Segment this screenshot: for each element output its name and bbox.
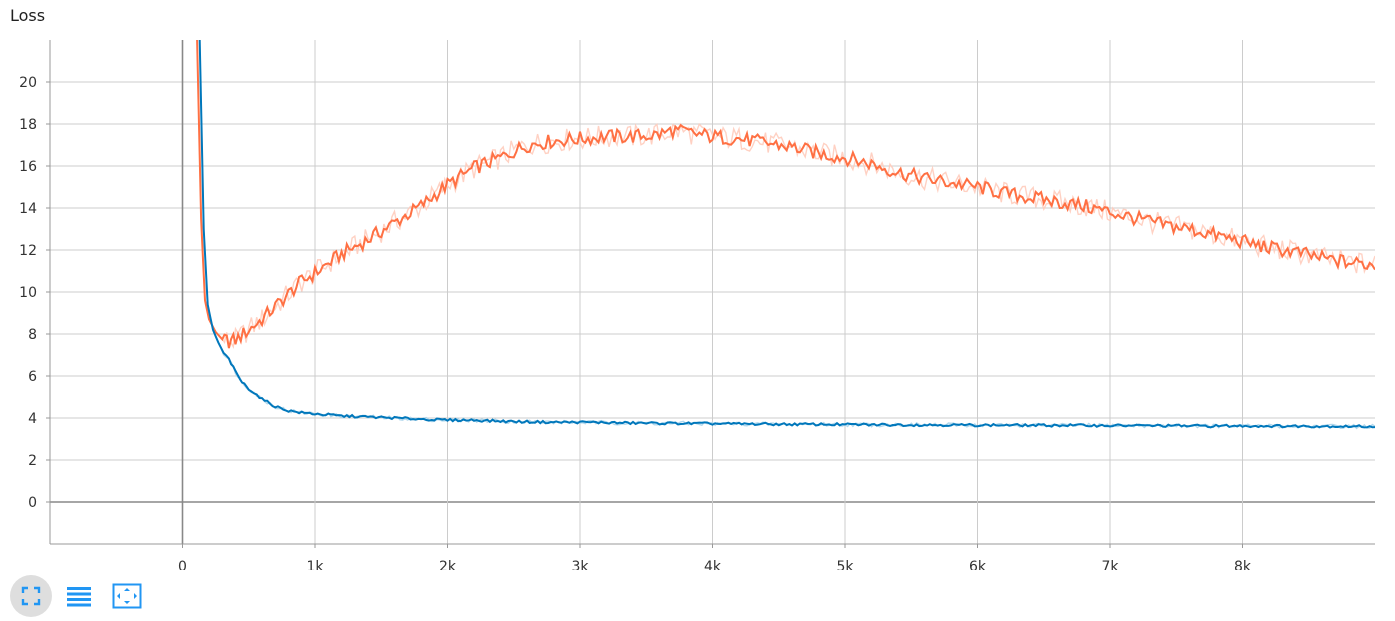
series-smoothed-line [198,40,1375,429]
y-tick-label: 14 [19,201,37,217]
grid-layer [50,40,1375,544]
x-tick-label: 2k [439,559,457,570]
fullscreen-icon [21,586,41,606]
y-tick-label: 2 [28,453,37,469]
chart-toolbar [10,574,148,618]
x-tick-label: 4k [704,559,722,570]
toggle-log-scale-button[interactable] [58,575,100,617]
y-tick-label: 8 [28,327,37,343]
fullscreen-button[interactable] [10,575,52,617]
y-tick-label: 4 [28,411,37,427]
fit-domain-icon [112,583,142,609]
list-icon [67,587,91,607]
series-layer [196,40,1375,430]
y-tick-label: 12 [19,243,37,259]
x-tick-label: 1k [306,559,324,570]
x-tick-label: 8k [1234,559,1252,570]
loss-chart[interactable]: 0 2 4 6 8 10 12 14 16 18 20 0 1k 2k 3k 4k 5k 6k 7k 8k [0,0,1395,570]
x-tick-label: 3k [571,559,589,570]
series-smoothed-line [196,40,1375,349]
x-tick-label: 6k [969,559,987,570]
y-tick-label: 6 [28,369,37,385]
y-tick-label: 20 [19,75,37,91]
y-tick-label: 10 [19,285,37,301]
x-tick-label: 7k [1101,559,1119,570]
x-tick-label: 5k [836,559,854,570]
series-raw-line [196,40,1375,350]
axis-layer [46,40,1375,548]
y-tick-label: 18 [19,117,37,133]
tick-labels: 0 2 4 6 8 10 12 14 16 18 20 0 1k 2k 3k 4k 5k 6k 7k 8k [19,75,1252,570]
chart-title: Loss [10,6,46,25]
y-tick-label: 16 [19,159,37,175]
x-tick-label: 0 [178,559,187,570]
fit-domain-button[interactable] [106,575,148,617]
y-tick-label: 0 [28,495,37,511]
